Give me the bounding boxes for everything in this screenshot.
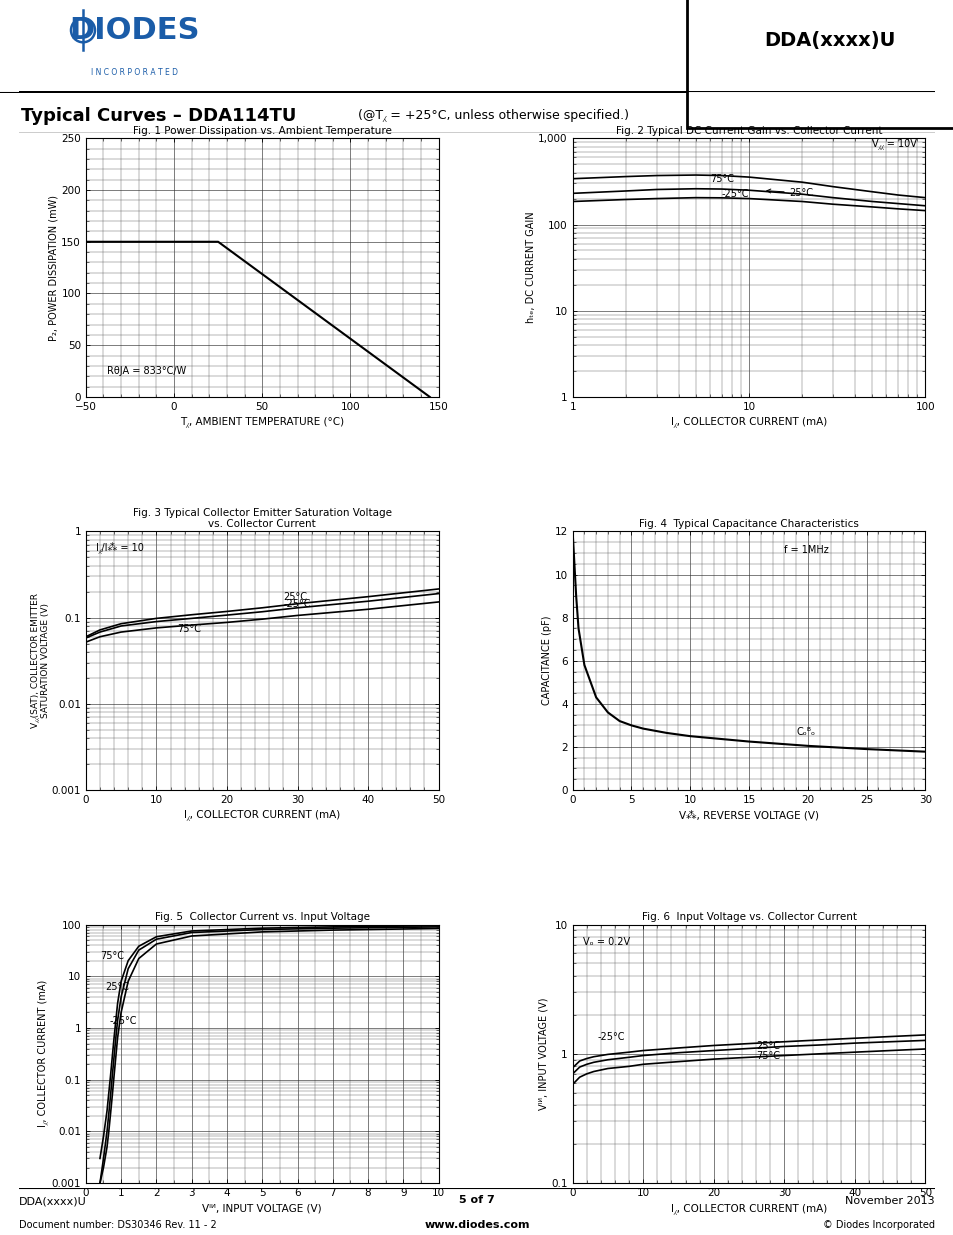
Text: Vₒ = 0.2V: Vₒ = 0.2V (582, 936, 630, 946)
Text: 25°C: 25°C (283, 592, 307, 601)
Title: Fig. 6  Input Voltage vs. Collector Current: Fig. 6 Input Voltage vs. Collector Curre… (640, 913, 856, 923)
Text: DIODES: DIODES (70, 16, 200, 44)
Text: Document number: DS30346 Rev. 11 - 2: Document number: DS30346 Rev. 11 - 2 (19, 1220, 216, 1230)
Text: 75°C: 75°C (177, 624, 201, 634)
Text: November 2013: November 2013 (844, 1197, 934, 1207)
X-axis label: I⁁, COLLECTOR CURRENT (mA): I⁁, COLLECTOR CURRENT (mA) (670, 417, 826, 429)
Text: RθJA = 833°C/W: RθJA = 833°C/W (107, 367, 186, 377)
Text: I⁁/I⁂ = 10: I⁁/I⁂ = 10 (96, 541, 144, 553)
Title: Fig. 4  Typical Capacitance Characteristics: Fig. 4 Typical Capacitance Characteristi… (639, 519, 858, 530)
Text: © Diodes Incorporated: © Diodes Incorporated (822, 1220, 934, 1230)
Text: www.diodes.com: www.diodes.com (424, 1220, 529, 1230)
Text: I N C O R P O R A T E D: I N C O R P O R A T E D (91, 68, 178, 77)
Y-axis label: CAPACITANCE (pF): CAPACITANCE (pF) (541, 616, 551, 705)
Text: DDA(xxxx)U: DDA(xxxx)U (763, 31, 895, 49)
Text: (@T⁁ = +25°C, unless otherwise specified.): (@T⁁ = +25°C, unless otherwise specified… (357, 109, 628, 122)
Title: Fig. 3 Typical Collector Emitter Saturation Voltage
vs. Collector Current: Fig. 3 Typical Collector Emitter Saturat… (132, 508, 392, 530)
Text: -25°C: -25°C (720, 189, 748, 199)
Text: 5 of 7: 5 of 7 (458, 1194, 495, 1205)
Text: 25°C: 25°C (766, 188, 813, 198)
Y-axis label: hₜₑ, DC CURRENT GAIN: hₜₑ, DC CURRENT GAIN (525, 212, 535, 324)
Y-axis label: I⁁, COLLECTOR CURRENT (mA): I⁁, COLLECTOR CURRENT (mA) (38, 981, 49, 1128)
Text: DDA(xxxx)U: DDA(xxxx)U (19, 1197, 87, 1207)
Text: f = 1MHz: f = 1MHz (783, 545, 828, 555)
Text: 75°C: 75°C (101, 951, 125, 961)
Text: -25°C: -25°C (283, 599, 311, 609)
Text: 25°C: 25°C (105, 982, 129, 992)
X-axis label: V⁂, REVERSE VOLTAGE (V): V⁂, REVERSE VOLTAGE (V) (679, 810, 819, 821)
Text: Cₒᴮₒ: Cₒᴮₒ (795, 727, 814, 737)
Text: 75°C: 75°C (756, 1051, 780, 1061)
X-axis label: I⁁, COLLECTOR CURRENT (mA): I⁁, COLLECTOR CURRENT (mA) (184, 810, 340, 821)
Y-axis label: Vᴵᴻ, INPUT VOLTAGE (V): Vᴵᴻ, INPUT VOLTAGE (V) (537, 998, 548, 1110)
Y-axis label: V⁁⁁(SAT), COLLECTOR EMITTER
SATURATION VOLTAGE (V): V⁁⁁(SAT), COLLECTOR EMITTER SATURATION V… (30, 593, 51, 729)
X-axis label: T⁁, AMBIENT TEMPERATURE (°C): T⁁, AMBIENT TEMPERATURE (°C) (180, 417, 344, 429)
Text: 75°C: 75°C (709, 174, 733, 184)
X-axis label: I⁁, COLLECTOR CURRENT (mA): I⁁, COLLECTOR CURRENT (mA) (670, 1204, 826, 1214)
Title: Fig. 5  Collector Current vs. Input Voltage: Fig. 5 Collector Current vs. Input Volta… (154, 913, 370, 923)
Title: Fig. 1 Power Dissipation vs. Ambient Temperature: Fig. 1 Power Dissipation vs. Ambient Tem… (132, 126, 392, 136)
Title: Fig. 2 Typical DC Current Gain vs. Collector Current: Fig. 2 Typical DC Current Gain vs. Colle… (615, 126, 882, 136)
X-axis label: Vᴵᴻ, INPUT VOLTAGE (V): Vᴵᴻ, INPUT VOLTAGE (V) (202, 1204, 322, 1214)
Text: 25°C: 25°C (756, 1041, 780, 1051)
Text: Typical Curves – DDA114TU: Typical Curves – DDA114TU (21, 106, 296, 125)
Y-axis label: P₂, POWER DISSIPATION (mW): P₂, POWER DISSIPATION (mW) (49, 195, 58, 341)
Text: V⁁⁁ = 10V: V⁁⁁ = 10V (871, 138, 916, 149)
Text: -25°C: -25°C (597, 1032, 624, 1042)
Text: -25°C: -25°C (110, 1016, 137, 1026)
